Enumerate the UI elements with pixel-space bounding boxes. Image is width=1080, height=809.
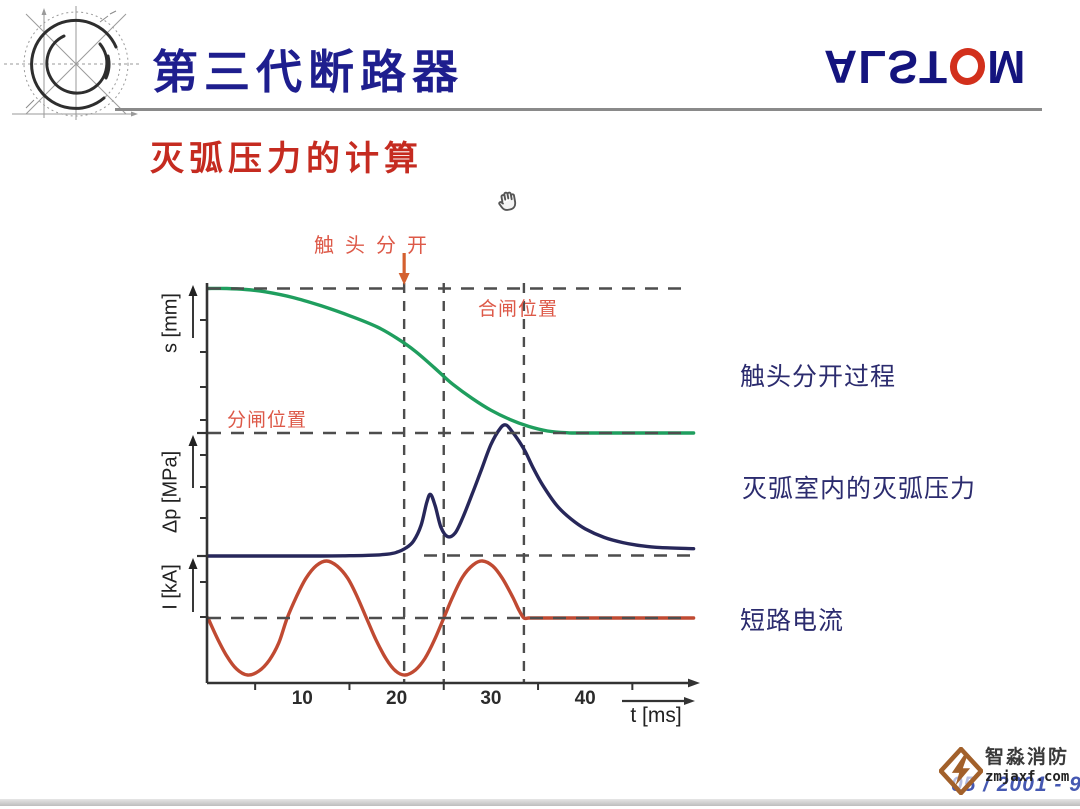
curve-label-short-circuit-current: 短路电流 xyxy=(740,608,845,635)
y-axis-label-current: I [kA] xyxy=(159,564,182,610)
section-subtitle: 灭弧压力的计算 xyxy=(150,141,423,178)
technical-drawing-logo-icon xyxy=(4,6,142,120)
header-divider xyxy=(115,108,1042,111)
watermark-domain: zmjaxf.com xyxy=(985,769,1070,785)
curve-label-arc-pressure: 灭弧室内的灭弧压力 xyxy=(742,476,977,503)
y-axis-label-travel: s [mm] xyxy=(159,293,182,353)
x-tick-label: 40 xyxy=(574,688,596,709)
x-tick-label: 30 xyxy=(480,688,502,709)
annotation-closed-position: 合闸位置 xyxy=(478,299,559,320)
bottom-edge-strip xyxy=(0,799,1080,806)
x-tick-label: 20 xyxy=(386,688,408,709)
annotation-open-position: 分闸位置 xyxy=(227,410,308,431)
footer-page-number: 05 / 2001 - 9 xyxy=(951,773,1080,796)
watermark-name: 智淼消防 xyxy=(985,747,1070,768)
curve-label-contact-travel: 触头分开过程 xyxy=(740,364,897,391)
page-title: 第三代断路器 xyxy=(152,47,464,98)
annotation-contact-separation: 触头分开 xyxy=(314,235,438,257)
watermark-diamond-icon xyxy=(939,747,983,795)
x-axis-label: t [ms] xyxy=(630,704,682,727)
grab-hand-cursor-icon xyxy=(498,191,517,211)
watermark: 智淼消防 zmjaxf.com xyxy=(939,747,1069,795)
x-tick-label: 10 xyxy=(291,688,313,709)
y-axis-label-pressure: Δp [MPa] xyxy=(159,450,182,534)
